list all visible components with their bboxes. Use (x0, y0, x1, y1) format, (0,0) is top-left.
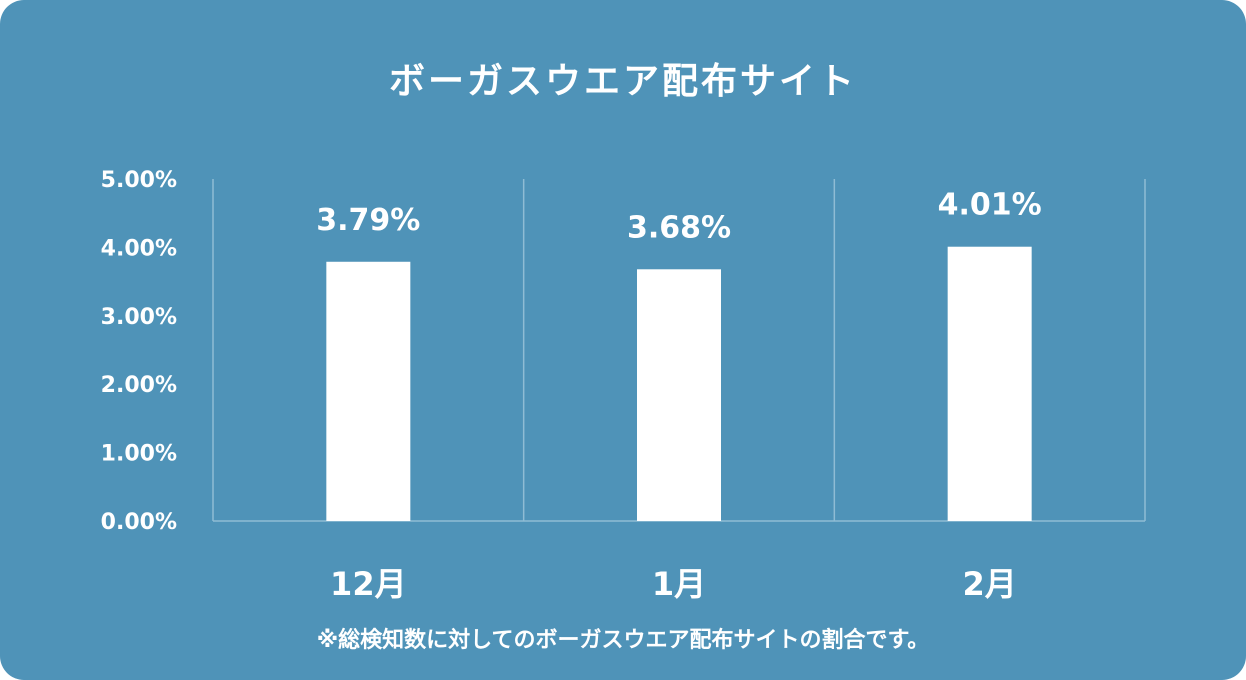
y-tick-label: 0.00% (101, 510, 177, 535)
x-category-label: 2月 (963, 565, 1017, 603)
y-tick-label: 4.00% (101, 236, 177, 261)
bar (947, 246, 1032, 521)
y-tick-label: 1.00% (101, 442, 177, 467)
bar-value-label: 4.01% (938, 188, 1042, 223)
y-tick-label: 3.00% (101, 305, 177, 330)
chart-title: ボーガスウエア配布サイト (388, 61, 857, 102)
bar (637, 269, 721, 521)
x-category-label: 12月 (330, 565, 407, 603)
y-tick-label: 2.00% (101, 373, 177, 398)
bar (326, 261, 411, 521)
chart-footnote: ※総検知数に対してのボーガスウエア配布サイトの割合です。 (316, 628, 930, 653)
y-tick-label: 5.00% (101, 168, 177, 193)
x-category-label: 1月 (652, 565, 706, 603)
bar-value-label: 3.68% (627, 210, 731, 245)
bar-value-label: 3.79% (316, 203, 420, 238)
